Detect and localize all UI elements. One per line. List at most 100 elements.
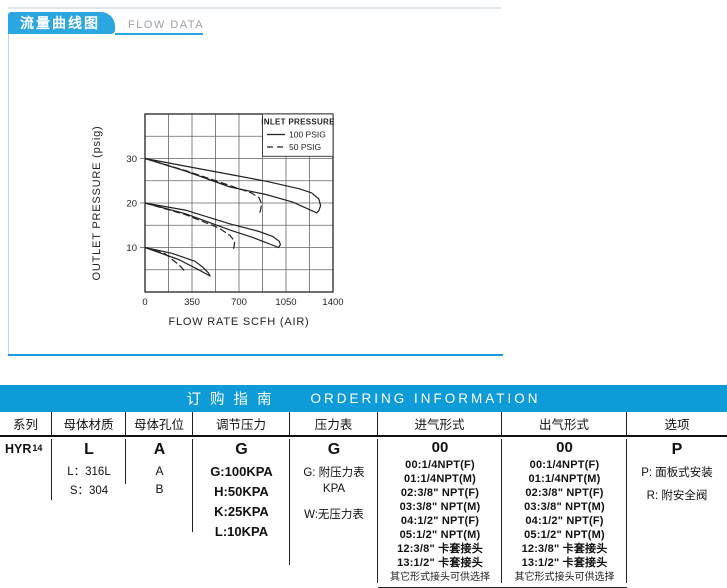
option-line: H:50KPA <box>214 484 269 499</box>
column-header-series: 系列 <box>0 412 52 435</box>
option-line: L：316L <box>67 466 111 478</box>
x-tick-label: 1400 <box>322 297 343 308</box>
column-header-options: 选项 <box>664 418 690 432</box>
cell-divider <box>501 439 502 583</box>
flow-curve <box>144 246 186 273</box>
option-line: R: 附安全阀 <box>646 490 708 502</box>
pressure-options: G:100KPA H:50KPA K:25KPA L:10KPA <box>193 462 290 542</box>
option-line: W:无压力表 <box>304 509 364 521</box>
top-divider-line <box>8 7 502 9</box>
y-axis-label: OUTLET PRESSURE (psig) <box>91 126 103 281</box>
option-line: 04:1/2" NPT(F) <box>525 515 604 527</box>
column-header-gauge: 压力表 <box>290 412 378 435</box>
option-line: K:25KPA <box>214 504 269 519</box>
series-code-sup: 14 <box>32 443 43 453</box>
cell-divider <box>192 439 193 532</box>
cell-options: P P: 面板式安装 R: 附安全阀 <box>627 439 727 588</box>
chart-curves <box>144 157 322 277</box>
ordering-header-row: 系列 母体材质 母体孔位 调节压力 压力表 进气形式 出气形式 选项 <box>0 412 727 437</box>
gauge-default-code: G <box>327 441 341 458</box>
x-tick-label: 1050 <box>275 297 296 308</box>
option-line: 05:1/2" NPT(M) <box>399 529 481 541</box>
option-line: P: 面板式安装 <box>641 467 713 479</box>
option-line: B <box>155 481 164 496</box>
option-line: 03:3/8" NPT(M) <box>399 501 481 513</box>
option-line: G:100KPA <box>210 464 273 479</box>
flow-data-label: FLOW DATA <box>128 19 205 31</box>
ordering-title-cn: 订购指南 <box>186 392 281 408</box>
option-line: KPA <box>322 483 346 495</box>
option-line <box>290 497 378 507</box>
legend-entry-50psig: 50 PSIG <box>289 142 321 152</box>
column-header-body-port: 母体孔位 <box>126 412 193 435</box>
cell-divider <box>289 439 290 565</box>
option-line: L:10KPA <box>214 524 269 539</box>
option-line: 13:1/2" 卡套接头 <box>521 557 608 569</box>
series-code: HYR <box>5 442 32 456</box>
option-line: 02:3/8" NPT(F) <box>525 487 604 499</box>
inlet-default-code: 00 <box>431 439 449 456</box>
flow-curve <box>144 202 281 249</box>
options-default-code: P <box>671 441 683 458</box>
flow-curve <box>144 202 236 250</box>
cell-body-material: L L：316L S：304 <box>52 439 126 588</box>
options-options: P: 面板式安装 R: 附安全阀 <box>627 462 727 508</box>
option-line: 04:1/2" NPT(F) <box>400 515 480 527</box>
inlet-options: 00:1/4NPT(F) 01:1/4NPT(M) 02:3/8" NPT(F) 03… <box>378 458 502 570</box>
material-options: L：316L S：304 <box>52 463 126 501</box>
y-tick-label: 10 <box>126 243 137 254</box>
pressure-default-code: G <box>235 441 248 458</box>
flow-curve <box>144 246 211 277</box>
x-tick-label: 350 <box>184 297 200 308</box>
chart-svg: INLET PRESSURE 100 PSIG 50 PSIG 0 350 700 1… <box>91 113 344 328</box>
port-default-code: A <box>153 441 166 458</box>
cell-divider <box>51 439 52 500</box>
cell-gauge: G G: 附压力表 KPA W:无压力表 <box>290 439 378 588</box>
gauge-options: G: 附压力表 KPA W:无压力表 <box>290 465 378 523</box>
chart-ticks: 0 350 700 1050 1400 10 20 30 <box>126 154 343 308</box>
y-tick-label: 30 <box>126 154 137 165</box>
option-line: 12:3/8" 卡套接头 <box>521 543 608 555</box>
panel-bottom-border <box>8 354 503 356</box>
flow-curve <box>144 246 211 277</box>
option-line: 00:1/4NPT(F) <box>405 459 475 471</box>
chart-legend: INLET PRESSURE 100 PSIG 50 PSIG <box>261 113 335 157</box>
x-tick-label: 0 <box>142 297 147 308</box>
outlet-options: 00:1/4NPT(F) 01:1/4NPT(M) 02:3/8" NPT(F) 03… <box>502 458 627 570</box>
option-line: G: 附压力表 <box>303 467 365 479</box>
option-line: 03:3/8" NPT(M) <box>524 501 605 513</box>
ordering-title-en: ORDERING INFORMATION <box>310 391 541 406</box>
x-axis-label: FLOW RATE SCFH (AIR) <box>168 316 309 328</box>
y-tick-label: 20 <box>126 199 137 210</box>
tab-underline <box>115 33 203 35</box>
legend-entry-100psig: 100 PSIG <box>289 130 326 140</box>
outlet-note: 其它形式接头可供选择 <box>514 572 615 583</box>
option-line: A <box>155 464 164 478</box>
tab-flow-curve: 流量曲线图 <box>8 12 115 34</box>
legend-title: INLET PRESSURE <box>261 118 335 127</box>
ordering-title-bar: 订购指南 ORDERING INFORMATION <box>0 385 727 412</box>
flow-curve <box>144 157 263 215</box>
column-header-inlet-form: 进气形式 <box>378 412 502 435</box>
option-line: 02:3/8" NPT(F) <box>400 487 480 499</box>
panel-left-border <box>8 34 9 355</box>
cell-divider <box>125 439 126 484</box>
column-header-outlet-form: 出气形式 <box>502 412 627 435</box>
cell-set-pressure: G G:100KPA H:50KPA K:25KPA L:10KPA <box>193 439 290 588</box>
cell-outlet-form: 00 00:1/4NPT(F) 01:1/4NPT(M) 02:3/8" NPT(F… <box>502 439 627 588</box>
option-line: 01:1/4NPT(M) <box>403 473 477 485</box>
flow-curve <box>144 157 322 214</box>
cell-series: HYR14 <box>0 439 52 588</box>
cell-inlet-form: 00 00:1/4NPT(F) 01:1/4NPT(M) 02:3/8" NPT(F… <box>378 439 502 588</box>
column-header-body-material: 母体材质 <box>52 412 126 435</box>
cell-divider <box>377 439 378 583</box>
option-line: S：304 <box>69 485 109 497</box>
option-line: 01:1/4NPT(M) <box>528 473 601 485</box>
option-line: 13:1/2" 卡套接头 <box>397 557 483 569</box>
inlet-note: 其它形式接头可供选择 <box>390 572 490 583</box>
outlet-default-code: 00 <box>556 439 573 456</box>
option-line: 00:1/4NPT(F) <box>529 459 600 471</box>
